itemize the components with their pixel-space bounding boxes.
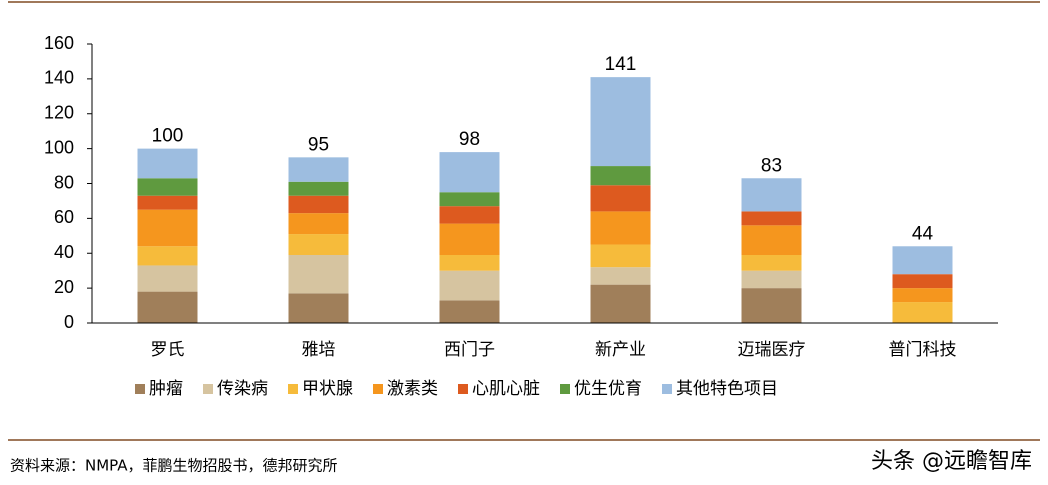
x-tick-label: 迈瑞医疗 [738,340,806,360]
total-label: 100 [152,126,184,147]
watermark: 头条 @远瞻智库 [871,449,1032,474]
legend-label: 肿瘤 [149,379,183,399]
total-label: 44 [912,223,934,244]
y-tick-label: 120 [44,103,74,123]
bar-segment [439,206,500,224]
legend-swatch [203,384,213,394]
bar-segment [892,288,953,303]
total-label: 141 [605,54,637,75]
source-note: 资料来源：NMPA，菲鹏生物招股书，德邦研究所 [10,457,338,475]
bar-segment [288,181,349,196]
bar-segment [590,77,651,167]
legend-label: 甲状腺 [302,379,353,399]
y-tick-label: 20 [54,277,74,297]
bar-segment [288,213,349,235]
bar-segment [590,267,651,285]
legend-label: 激素类 [387,379,438,399]
x-tick-label: 西门子 [444,340,495,360]
bar-segment [137,178,198,196]
bar-segment [439,254,500,271]
bar-segment [288,254,349,294]
legend-swatch [288,384,298,394]
bar-segment [590,185,651,212]
legend-swatch [135,384,145,394]
legend-swatch [373,384,383,394]
legend-label: 心肌心脏 [472,379,540,399]
y-tick-label: 40 [54,242,74,262]
bar-segment [439,270,500,301]
bar-segment [288,195,349,214]
y-tick-label: 160 [44,33,74,53]
legend-label: 优生优育 [574,379,642,399]
bar-segment [137,265,198,292]
bar-segment [741,178,802,212]
total-label: 95 [308,134,329,155]
bar-segment [741,288,802,323]
y-tick-label: 80 [54,172,74,192]
bar-segment [439,192,500,207]
bar-segment [741,254,802,271]
legend-swatch [560,384,570,394]
legend-label: 其他特色项目 [676,379,778,399]
bar-segment [288,293,349,323]
bar-segment [590,211,651,245]
bar-segment [590,284,651,323]
bar-segment [137,291,198,323]
x-tick-label: 雅培 [302,340,336,360]
bar-segment [892,274,953,289]
bar-segment [137,209,198,247]
bar-segment [439,300,500,323]
y-tick-label: 100 [44,137,74,157]
bar-segment [741,225,802,255]
bar-segment [741,270,802,289]
x-tick-label: 普门科技 [889,340,957,360]
bar-segment [137,148,198,179]
legend-swatch [458,384,468,394]
bar-segment [439,152,500,193]
y-tick-label: 60 [54,207,74,227]
bar-segment [741,211,802,226]
y-tick-label: 0 [64,312,74,332]
legend-label: 传染病 [217,379,268,399]
bar-segment [892,246,953,275]
total-label: 98 [459,129,480,150]
bar-segment [892,302,953,323]
bar-segment [439,223,500,255]
legend-swatch [662,384,672,394]
bar-segment [590,244,651,268]
bar-segment [288,234,349,255]
bar-segment [137,246,198,266]
x-tick-label: 新产业 [595,340,646,360]
bar-segment [590,166,651,186]
bar-segment [288,157,349,182]
x-tick-label: 罗氏 [151,340,185,360]
total-label: 83 [761,155,782,176]
bar-segment [137,195,198,210]
y-tick-label: 140 [44,68,74,88]
